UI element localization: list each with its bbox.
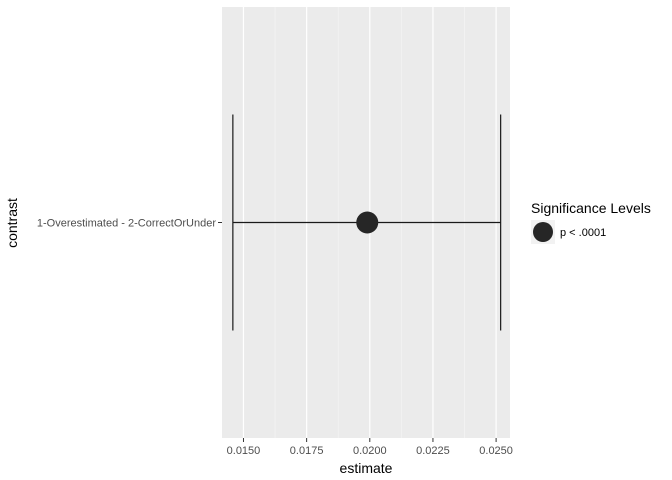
y-axis-title: contrast — [4, 198, 20, 248]
legend-label: p < .0001 — [560, 227, 606, 239]
x-axis-title: estimate — [340, 460, 393, 476]
x-tick-label: 0.0200 — [353, 445, 387, 457]
legend-title: Significance Levels — [531, 200, 651, 216]
y-tick-label: 1-Overestimated - 2-CorrectOrUnder — [37, 218, 216, 230]
x-axis-ticks: 0.0150 0.0175 0.0200 0.0225 0.0250 — [227, 438, 513, 457]
x-tick-label: 0.0175 — [290, 445, 324, 457]
estimate-point — [356, 211, 379, 234]
data-marks — [232, 114, 502, 331]
y-axis-ticks: 1-Overestimated - 2-CorrectOrUnder — [37, 218, 222, 230]
x-tick-label: 0.0225 — [416, 445, 450, 457]
x-tick-label: 0.0150 — [227, 445, 261, 457]
legend: Significance Levels p < .0001 — [531, 200, 651, 244]
x-tick-label: 0.0250 — [479, 445, 513, 457]
legend-key-point — [533, 222, 553, 242]
